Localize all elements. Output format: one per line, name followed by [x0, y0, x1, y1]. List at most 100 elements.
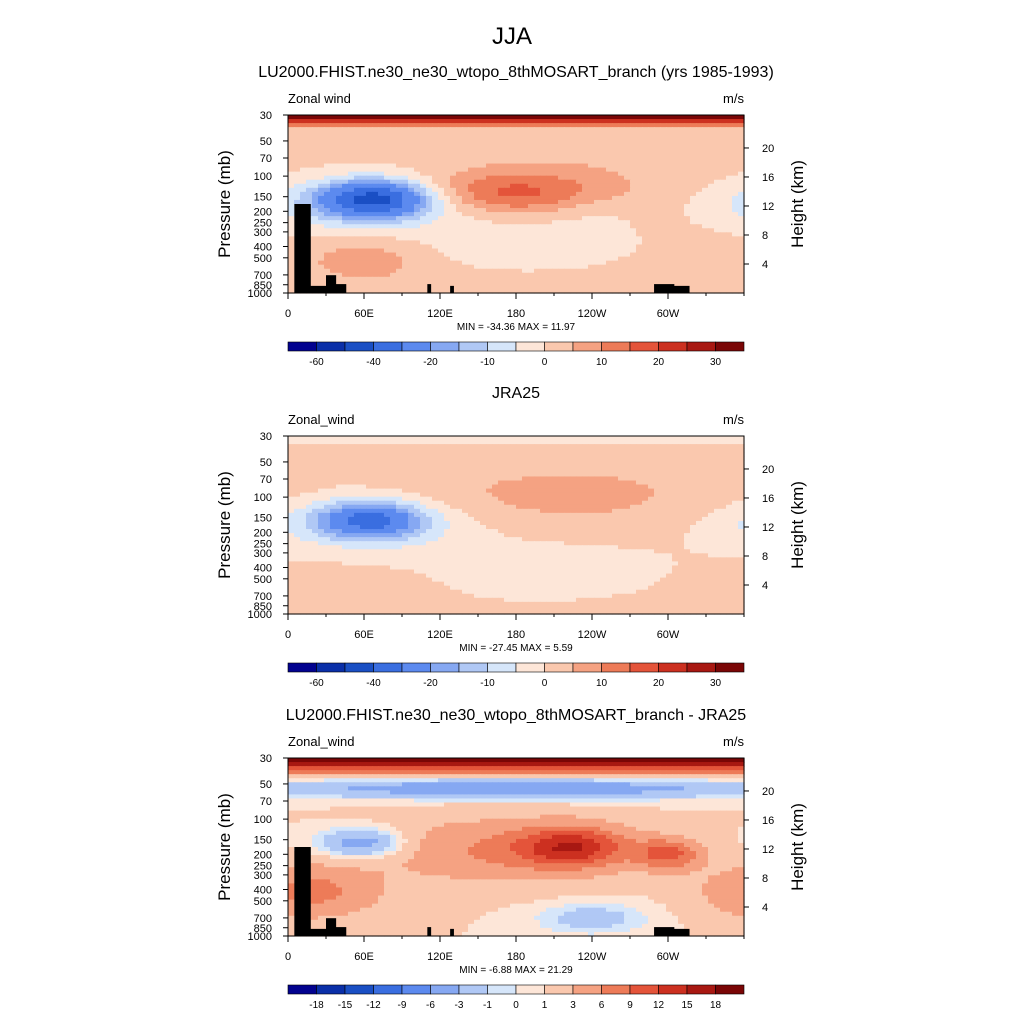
contour-cell [600, 492, 607, 498]
contour-cell [444, 175, 451, 181]
contour-cell [438, 484, 445, 490]
contour-cell [528, 284, 535, 290]
contour-cell [702, 183, 709, 189]
contour-cell [564, 167, 571, 173]
contour-cell [732, 208, 739, 213]
contour-cell [666, 272, 673, 278]
contour-cell [504, 151, 511, 157]
contour-cell [348, 119, 355, 124]
contour-cell [618, 127, 625, 132]
contour-cell [714, 216, 721, 221]
contour-cell [576, 440, 583, 445]
contour-cell [408, 472, 415, 478]
contour-cell [582, 119, 589, 124]
contour-cell [612, 139, 619, 144]
contour-cell [324, 183, 331, 189]
contour-cell [360, 260, 367, 266]
contour-cell [654, 444, 661, 449]
contour-cell [648, 512, 655, 518]
contour-cell [522, 256, 529, 262]
contour-cell [438, 224, 445, 229]
contour-cell [732, 468, 739, 474]
contour-cell [678, 480, 685, 486]
contour-cell [390, 436, 397, 441]
contour-cell [684, 504, 691, 510]
contour-cell [474, 220, 481, 225]
contour-cell [642, 195, 649, 201]
contour-cell [558, 220, 565, 225]
contour-cell [348, 123, 355, 128]
contour-cell [600, 464, 607, 469]
contour-cell [654, 448, 661, 453]
contour-cell [672, 216, 679, 221]
contour-cell [492, 151, 499, 157]
contour-cell [444, 256, 451, 262]
contour-cell [738, 151, 745, 157]
contour-cell [606, 244, 613, 250]
contour-cell [540, 228, 547, 233]
contour-cell [708, 444, 715, 449]
contour-cell [570, 187, 577, 193]
contour-cell [708, 147, 715, 153]
contour-cell [570, 171, 577, 177]
contour-cell [660, 187, 667, 193]
contour-cell [654, 195, 661, 201]
contour-cell [600, 155, 607, 161]
contour-cell [390, 284, 397, 290]
contour-cell [306, 444, 313, 449]
contour-cell [522, 448, 529, 453]
contour-cell [678, 276, 685, 282]
contour-cell [654, 272, 661, 278]
contour-cell [408, 187, 415, 193]
contour-cell [420, 476, 427, 482]
contour-cell [720, 288, 727, 294]
contour-cell [366, 139, 373, 144]
contour-cell [498, 208, 505, 213]
contour-cell [552, 143, 559, 148]
contour-cell [336, 240, 343, 246]
contour-cell [714, 208, 721, 213]
contour-cell [528, 508, 535, 514]
contour-cell [606, 135, 613, 140]
contour-cell [636, 224, 643, 229]
contour-cell [402, 516, 409, 522]
contour-cell [618, 195, 625, 201]
contour-cell [480, 232, 487, 237]
contour-cell [354, 444, 361, 449]
contour-cell [444, 135, 451, 140]
contour-cell [732, 492, 739, 498]
contour-cell [642, 464, 649, 469]
contour-cell [564, 480, 571, 486]
contour-cell [306, 476, 313, 482]
contour-cell [726, 212, 733, 217]
contour-cell [540, 480, 547, 486]
contour-cell [732, 268, 739, 274]
contour-cell [372, 240, 379, 246]
contour-cell [732, 260, 739, 266]
contour-cell [468, 127, 475, 132]
contour-cell [468, 175, 475, 181]
contour-cell [324, 216, 331, 221]
contour-cell [666, 440, 673, 445]
contour-cell [462, 436, 469, 441]
contour-cell [300, 456, 307, 461]
contour-cell [426, 496, 433, 502]
contour-cell [582, 276, 589, 282]
contour-cell [324, 155, 331, 161]
contour-cell [300, 199, 307, 205]
contour-cell [462, 492, 469, 498]
contour-cell [576, 131, 583, 136]
contour-cell [558, 155, 565, 161]
contour-cell [588, 212, 595, 217]
contour-cell [354, 284, 361, 290]
contour-cell [726, 444, 733, 449]
contour-cell [312, 452, 319, 457]
contour-cell [630, 135, 637, 140]
contour-cell [390, 476, 397, 482]
contour-cell [318, 204, 325, 209]
contour-cell [306, 191, 313, 197]
contour-cell [606, 147, 613, 153]
contour-cell [738, 240, 745, 246]
contour-cell [654, 135, 661, 140]
contour-cell [738, 496, 745, 502]
